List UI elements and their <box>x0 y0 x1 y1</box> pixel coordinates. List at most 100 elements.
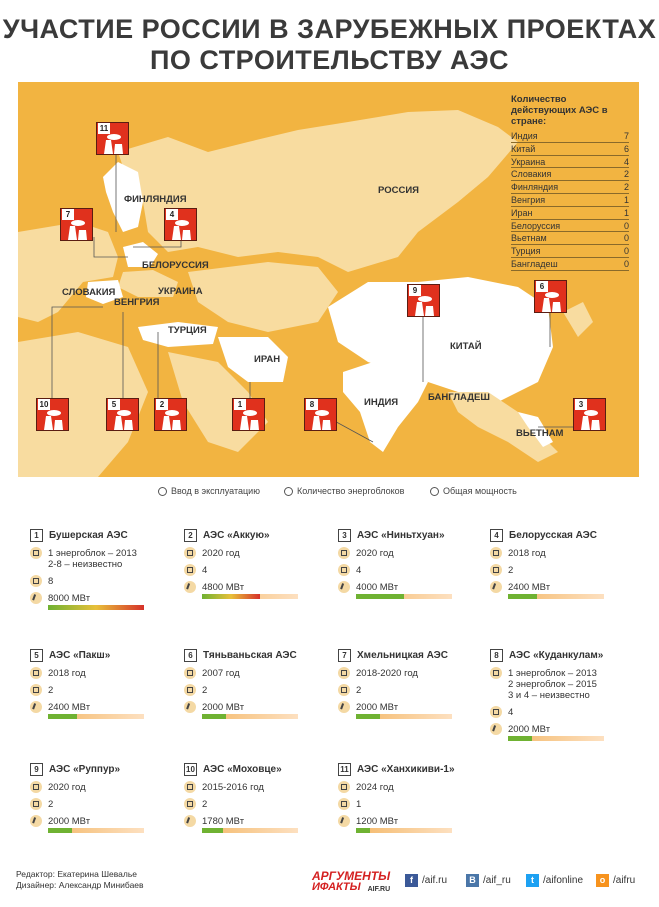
credits: Редактор: Екатерина Шевалье Дизайнер: Ал… <box>16 869 144 891</box>
plant-marker-number: 8 <box>306 399 318 410</box>
aif-logo-line2: ИФАКТЫ <box>312 881 361 893</box>
legend-count: 7 <box>623 131 629 141</box>
key-commissioning-label: Ввод в эксплуатацию <box>171 486 260 496</box>
plant-card-7: 7 Хмельницкая АЭС 2018-2020 год 2 2000 МВт <box>338 648 483 719</box>
plant-power: 1200 МВт <box>356 816 399 827</box>
plant-power: 2400 МВт <box>48 702 91 713</box>
plant-marker-11[interactable]: 11 <box>96 122 129 155</box>
label-turkey: ТУРЦИЯ <box>168 325 207 336</box>
nuclear-plant-icon <box>312 410 331 430</box>
plant-marker-3[interactable]: 3 <box>573 398 606 431</box>
plant-units: 2 <box>508 565 514 576</box>
power-bar-fill <box>508 736 532 741</box>
social-link-vk[interactable]: В/aif_ru <box>466 874 511 887</box>
key-power-label: Общая мощность <box>443 486 517 496</box>
plant-marker-number: 5 <box>108 399 120 410</box>
plant-units: 1 <box>356 799 362 810</box>
plant-units: 4 <box>202 565 208 576</box>
plant-date: 2024 год <box>356 782 394 793</box>
lightning-icon <box>30 701 42 713</box>
nuclear-plant-icon <box>114 410 133 430</box>
plant-marker-8[interactable]: 8 <box>304 398 337 431</box>
power-bar <box>356 828 452 833</box>
lightning-icon <box>184 701 196 713</box>
plant-units: 4 <box>508 707 514 718</box>
plant-units: 2 <box>202 799 208 810</box>
plant-marker-6[interactable]: 6 <box>534 280 567 313</box>
active-plants-legend: Количество действующих АЭС в стране: Инд… <box>511 94 629 271</box>
plant-marker-1[interactable]: 1 <box>232 398 265 431</box>
reactor-unit-icon <box>30 684 42 696</box>
power-bar-fill <box>48 828 72 833</box>
power-bar-fill <box>508 594 537 599</box>
plant-units: 2 <box>48 685 54 696</box>
plant-units: 2 <box>356 685 362 696</box>
reactor-unit-icon <box>184 564 196 576</box>
nuclear-plant-icon <box>415 296 434 316</box>
plant-name: АЭС «Моховце» <box>203 763 282 775</box>
legend-row: Белоруссия 0 <box>511 220 629 233</box>
plant-marker-2[interactable]: 2 <box>154 398 187 431</box>
nuclear-plant-icon <box>104 134 123 154</box>
calendar-icon <box>184 781 196 793</box>
social-link-facebook[interactable]: f/aif.ru <box>405 874 447 887</box>
plant-marker-5[interactable]: 5 <box>106 398 139 431</box>
power-bar <box>202 828 298 833</box>
plant-marker-9[interactable]: 9 <box>407 284 440 317</box>
plant-marker-number: 7 <box>62 209 74 220</box>
lightning-icon <box>30 592 42 604</box>
plant-date: 2007 год <box>202 668 240 679</box>
legend-row: Турция 0 <box>511 245 629 258</box>
legend-row: Словакия 2 <box>511 168 629 182</box>
plant-marker-10[interactable]: 10 <box>36 398 69 431</box>
plant-marker-4[interactable]: 4 <box>164 208 197 241</box>
key-commissioning: Ввод в эксплуатацию <box>158 486 260 496</box>
calendar-icon <box>30 667 42 679</box>
lightning-icon <box>184 815 196 827</box>
label-vietnam: ВЬЕТНАМ <box>516 428 564 439</box>
label-russia: РОССИЯ <box>378 185 419 196</box>
label-bangladesh: БАНГЛАДЕШ <box>428 392 490 403</box>
power-bar <box>202 714 298 719</box>
plant-name: АЭС «Аккую» <box>203 529 270 541</box>
reactor-unit-icon <box>184 684 196 696</box>
legend-country: Словакия <box>511 169 552 180</box>
facebook-icon: f <box>405 874 418 887</box>
plant-number-badge: 10 <box>184 762 197 776</box>
legend-row: Китай 6 <box>511 143 629 156</box>
lightning-icon <box>430 486 439 496</box>
power-bar <box>202 594 298 599</box>
legend-count: 0 <box>623 246 629 257</box>
plant-marker-number: 11 <box>98 123 110 134</box>
plant-power: 4000 МВт <box>356 582 399 593</box>
page-title-line1: УЧАСТИЕ РОССИИ В ЗАРУБЕЖНЫХ ПРОЕКТАХ <box>2 14 657 44</box>
legend-count: 0 <box>623 233 629 244</box>
lightning-icon <box>490 723 502 735</box>
calendar-icon <box>490 547 502 559</box>
social-label: /aif.ru <box>422 875 448 886</box>
aif-logo[interactable]: АРГУМЕНТЫ ИФАКТЫ AIF.RU <box>312 870 390 895</box>
plant-marker-7[interactable]: 7 <box>60 208 93 241</box>
power-bar-fill <box>48 714 77 719</box>
power-bar <box>48 605 144 610</box>
plant-date: 2020 год <box>48 782 86 793</box>
power-bar <box>48 714 144 719</box>
map: Количество действующих АЭС в стране: Инд… <box>18 82 639 477</box>
legend-country: Финляндия <box>511 182 559 193</box>
odnoklassniki-icon: о <box>596 874 609 887</box>
plant-power: 8000 МВт <box>48 593 91 604</box>
social-link-odnoklassniki[interactable]: о/aifru <box>596 874 635 887</box>
legend-row: Украина 4 <box>511 156 629 169</box>
calendar-icon <box>30 547 42 559</box>
plant-date: 1 энергоблок – 2013 2 энергоблок – 2015 … <box>508 668 597 701</box>
legend-country: Бангладеш <box>511 258 558 269</box>
plant-number-badge: 8 <box>490 648 503 662</box>
plant-name: Тяньваньская АЭС <box>203 649 297 661</box>
reactor-unit-icon <box>490 564 502 576</box>
social-link-twitter[interactable]: t/aifonline <box>526 874 583 887</box>
legend-country: Украина <box>511 156 546 167</box>
power-bar-fill <box>356 714 380 719</box>
reactor-unit-icon <box>338 564 350 576</box>
lightning-icon <box>184 581 196 593</box>
lightning-icon <box>338 581 350 593</box>
